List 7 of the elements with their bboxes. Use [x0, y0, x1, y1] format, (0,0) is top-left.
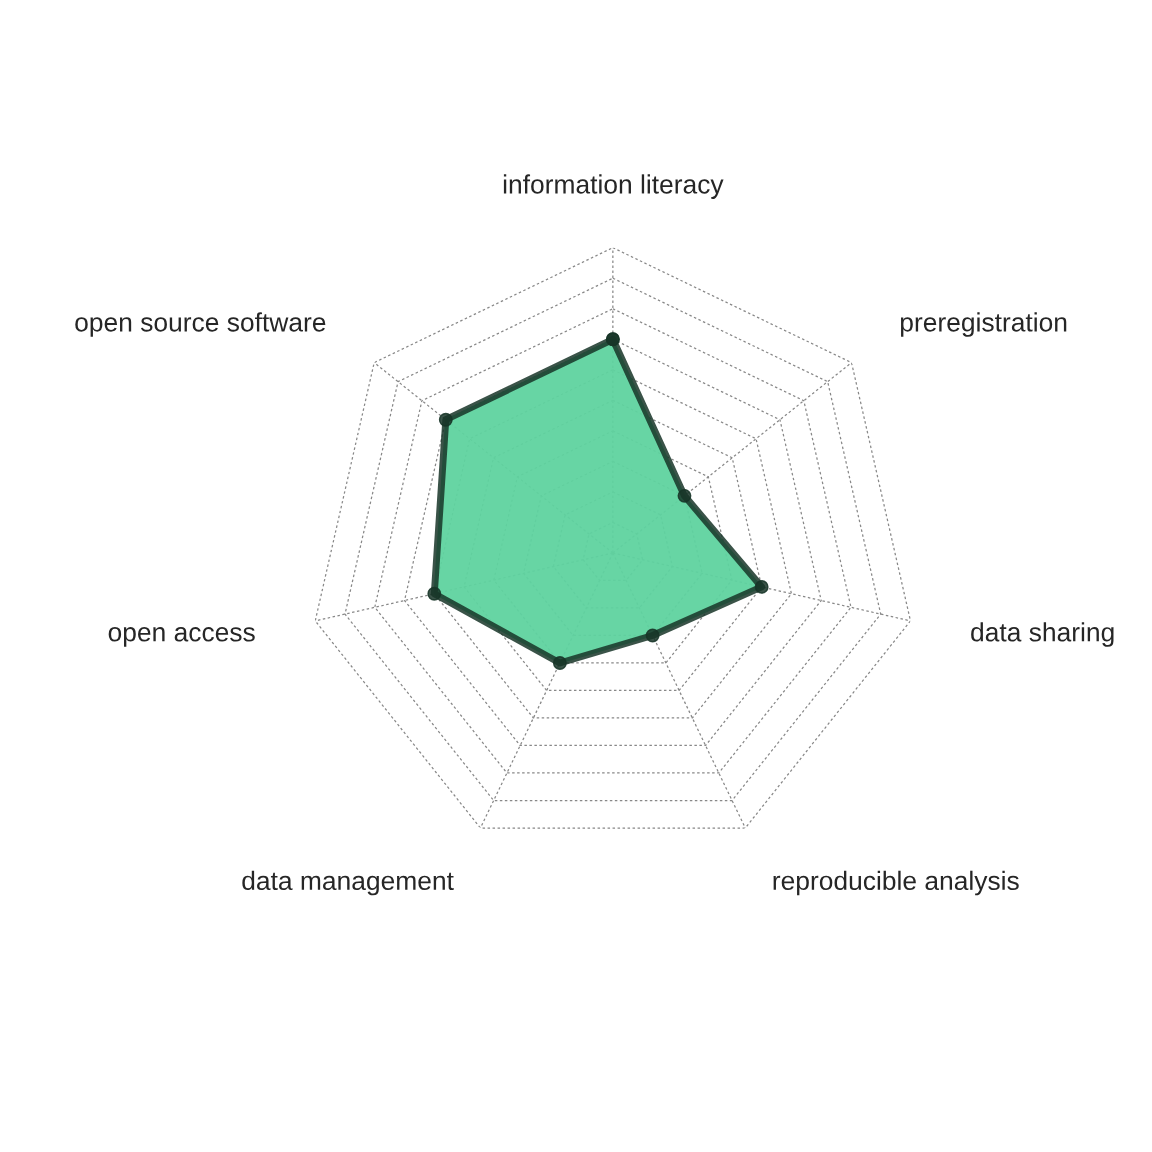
- spoke-label: preregistration: [900, 312, 1067, 337]
- spoke-label: open access: [108, 627, 255, 647]
- spoke-label: open source software: [75, 312, 326, 337]
- spoke-label: reproducible analysis: [773, 870, 1019, 896]
- spoke-label: data sharing: [971, 622, 1114, 647]
- spoke-label: information literacy: [503, 174, 724, 199]
- spoke-label: data management: [242, 870, 454, 896]
